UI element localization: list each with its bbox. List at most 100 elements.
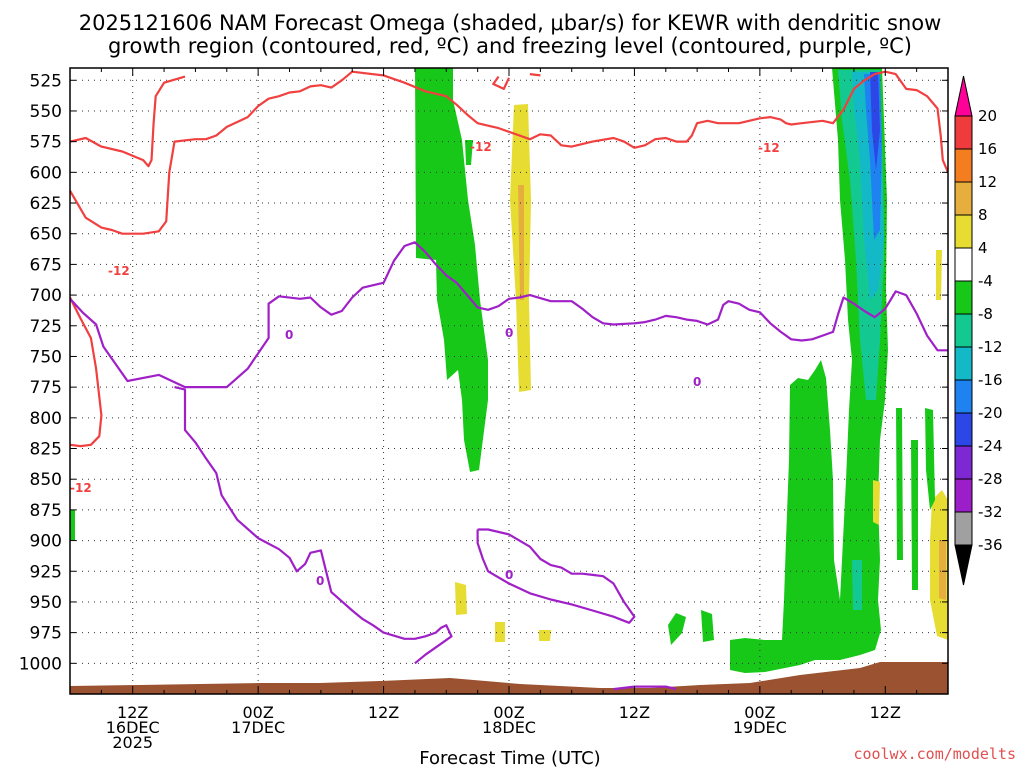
y-axis: 525 550 575 600 625 650 675 700 725 750 775 800 825 8… [19,71,948,674]
ground-fill [70,662,948,694]
omega-region-blue [870,72,880,170]
omega-region-yellow [455,582,467,615]
dendritic-snow-growth-contours [70,70,948,448]
colorbar-swatch [954,313,973,348]
colorbar-label: -16 [978,371,1003,389]
y-tick-label: 950 [30,593,62,613]
freezing-contour-label: 0 [316,574,324,588]
y-tick-label: 925 [30,562,62,582]
omega-region-green [701,610,714,642]
x-tick-label: 16DEC [106,718,160,737]
x-tick-label: 17DEC [231,718,285,737]
dendritic-contour-label: -12 [70,481,92,495]
y-tick-label: 750 [30,347,62,367]
colorbar-swatch [954,544,973,586]
omega-region-green [465,140,473,165]
y-tick-label: 725 [30,317,62,337]
freezing-contour-label: 0 [285,328,293,342]
omega-region-yellow [936,250,942,300]
y-tick-label: 700 [30,286,62,306]
dendritic-contour-label: -12 [108,264,130,278]
colorbar-swatch [954,181,973,216]
y-tick-label: 825 [30,440,62,460]
colorbar: 20 16 12 8 4 -4 -8 -12 -16 -20 -24 -28 -32 -36 [954,75,1003,586]
dendritic-contour-label: -12 [470,140,492,154]
x-tick-label: 00Z [493,703,524,722]
chart-title-line1: 2025121606 NAM Forecast Omega (shaded, μ… [79,11,942,35]
omega-region-orange [518,185,524,300]
omega-region-green [730,68,888,673]
y-tick-label: 650 [30,225,62,245]
colorbar-label: -20 [978,404,1003,422]
dendritic-contour-line [529,73,541,77]
dendritic-contour-label: -12 [758,141,780,155]
colorbar-swatch [954,280,973,315]
x-axis-label: Forecast Time (UTC) [419,748,600,768]
freezing-contour-label: 0 [693,375,701,389]
y-tick-label: 850 [30,470,62,490]
omega-region-yellow [539,630,551,641]
x-tick-label: 12Z [368,703,399,722]
colorbar-swatch [954,445,973,480]
freezing-contour-line [70,241,948,389]
colorbar-swatch [954,115,973,150]
omega-region-green [911,440,918,590]
x-tick-label: 00Z [744,703,775,722]
colorbar-label: -28 [978,470,1003,488]
colorbar-label: 8 [978,206,988,224]
x-tick-label: 12Z [619,703,650,722]
omega-region-green [415,68,488,472]
omega-region-green [668,613,686,645]
colorbar-swatch [954,511,973,546]
dendritic-contour-line [70,70,948,235]
colorbar-label: -24 [978,437,1003,455]
credit-text: coolwx.com/modelts [853,745,1016,763]
colorbar-label: 12 [978,173,997,191]
colorbar-label: -12 [978,338,1003,356]
x-tick-label: 12Z [117,703,148,722]
omega-region-green [70,510,75,540]
colorbar-label: -32 [978,503,1003,521]
colorbar-swatch [954,214,973,249]
y-tick-label: 525 [30,71,62,91]
x-tick-label: 18DEC [482,718,536,737]
x-tick-label: 19DEC [733,718,787,737]
colorbar-label: -8 [978,305,993,323]
colorbar-label: 20 [978,107,997,125]
y-tick-label: 800 [30,409,62,429]
colorbar-swatch [954,412,973,447]
colorbar-label: -4 [978,272,993,290]
freezing-level-contours [70,241,948,691]
chart-title-line2: growth region (contoured, red, ºC) and f… [108,34,912,58]
omega-region-yellow [495,622,505,642]
y-tick-label: 900 [30,532,62,552]
y-tick-label: 600 [30,163,62,183]
colorbar-label: -36 [978,536,1003,554]
colorbar-swatch [954,346,973,381]
omega-region-yellow [873,480,880,525]
colorbar-swatch [954,75,973,117]
y-tick-label: 675 [30,255,62,275]
colorbar-label: 4 [978,239,988,257]
y-tick-label: 625 [30,194,62,214]
dendritic-contour-line [492,75,510,90]
freezing-contour-line [613,685,677,691]
omega-shading [70,68,948,673]
y-tick-label: 575 [30,133,62,153]
y-tick-label: 1000 [19,654,62,674]
x-tick-label: 2025 [112,733,153,752]
colorbar-swatch [954,148,973,183]
colorbar-swatch [954,247,973,282]
colorbar-swatch [954,478,973,513]
omega-region-green [925,408,935,510]
x-tick-label: 00Z [242,703,273,722]
y-tick-label: 550 [30,102,62,122]
x-tick-label: 12Z [870,703,901,722]
colorbar-swatch [954,379,973,414]
dendritic-contour-line [70,75,186,168]
freezing-contour-label: 0 [505,326,513,340]
y-tick-label: 775 [30,378,62,398]
freezing-contour-line [476,528,636,624]
y-tick-label: 875 [30,501,62,521]
